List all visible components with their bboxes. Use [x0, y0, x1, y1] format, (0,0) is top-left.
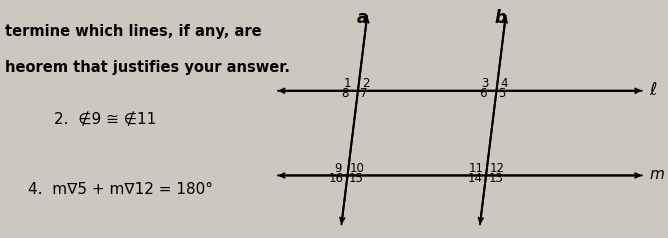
- Text: 12: 12: [490, 162, 505, 175]
- Text: a: a: [357, 9, 368, 27]
- Text: 3: 3: [481, 77, 488, 90]
- Text: 7: 7: [361, 87, 368, 100]
- Text: 11: 11: [469, 162, 484, 175]
- Text: ℓ: ℓ: [649, 81, 657, 99]
- Text: 6: 6: [479, 87, 487, 100]
- Text: b: b: [495, 9, 507, 27]
- Text: 8: 8: [341, 87, 349, 100]
- Text: 4: 4: [500, 77, 508, 90]
- Text: 14: 14: [468, 172, 482, 185]
- Text: 10: 10: [350, 162, 365, 175]
- Text: heorem that justifies your answer.: heorem that justifies your answer.: [5, 60, 290, 75]
- Text: 2.  ∉9 ≅ ∉11: 2. ∉9 ≅ ∉11: [54, 111, 156, 127]
- Text: 9: 9: [334, 162, 341, 175]
- Text: 4.  m∇5 + m∇12 = 180°: 4. m∇5 + m∇12 = 180°: [28, 182, 213, 197]
- Text: 5: 5: [498, 87, 506, 100]
- Text: 16: 16: [329, 172, 344, 185]
- Text: m: m: [649, 167, 664, 182]
- Text: 15: 15: [349, 172, 364, 185]
- Text: 2: 2: [363, 77, 370, 90]
- Text: termine which lines, if any, are: termine which lines, if any, are: [5, 25, 261, 40]
- Text: 1: 1: [343, 77, 351, 90]
- Text: 13: 13: [489, 172, 504, 185]
